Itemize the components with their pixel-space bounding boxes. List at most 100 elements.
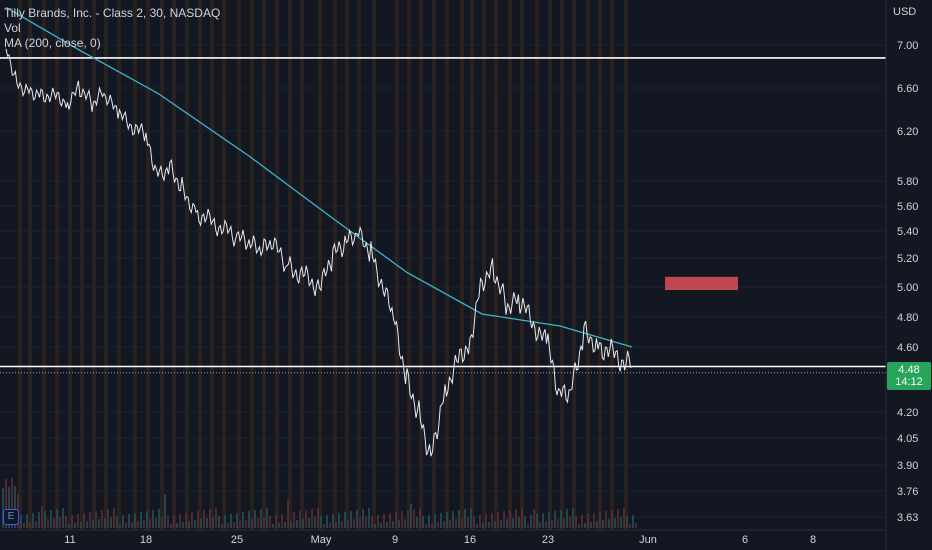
volume-bar [356, 510, 358, 528]
bar-countdown: 14:12 [895, 376, 923, 388]
volume-bar [308, 518, 310, 528]
volume-bar [383, 514, 385, 528]
volume-bar [323, 524, 325, 528]
volume-bar [497, 512, 499, 528]
y-axis[interactable]: 7.00 6.60 6.20 5.80 5.60 5.40 5.20 5.00 4.80 4.60… [885, 0, 918, 550]
chart-legend[interactable]: Tilly Brands, Inc. - Class 2, 30, NASDAQ… [4, 6, 220, 51]
session-band [185, 0, 189, 530]
ma-line [5, 6, 633, 348]
session-band [318, 0, 322, 530]
currency-label: USD [893, 6, 916, 18]
volume-bar [197, 511, 199, 528]
volume-bar [149, 519, 151, 528]
volume-bar [326, 515, 328, 528]
volume-bar [188, 521, 190, 528]
session-band [610, 0, 614, 530]
x-tick-label: May [311, 534, 332, 546]
volume-bar [173, 515, 175, 528]
session-band [80, 0, 84, 530]
volume-bar [152, 510, 154, 528]
volume-bar [26, 514, 28, 528]
volume-bar [167, 516, 169, 528]
volume-bar [122, 515, 124, 528]
volume-bar [449, 520, 451, 528]
volume-bar [533, 509, 535, 528]
session-band [288, 0, 292, 530]
volume-bar [146, 511, 148, 528]
volume-bar [398, 520, 400, 528]
volume-bar [53, 518, 55, 528]
session-band [172, 0, 176, 530]
session-band [210, 0, 214, 530]
volume-bar [269, 516, 271, 528]
volume-bar [635, 523, 637, 528]
volume-bar [20, 515, 22, 528]
volume-bar [515, 509, 517, 528]
volume-bar [569, 517, 571, 528]
volume-bar [41, 506, 43, 528]
volume-bar [473, 516, 475, 528]
volume-bar [134, 513, 136, 528]
volume-bar [131, 522, 133, 528]
y-tick-label: 3.90 [897, 460, 918, 472]
session-band [68, 0, 72, 530]
volume-bar [452, 511, 454, 528]
volume-bar [176, 523, 178, 528]
horizontal-lines[interactable] [0, 57, 886, 374]
volume-bar [530, 515, 532, 528]
volume-bar [107, 509, 109, 528]
volume-bar [494, 521, 496, 528]
volume-bar [377, 515, 379, 528]
x-tick-label: 16 [464, 534, 476, 546]
volume-bar [287, 499, 289, 528]
session-band [250, 0, 254, 530]
volume-bar [161, 517, 163, 528]
volume-bar [479, 515, 481, 528]
volume-bar [605, 511, 607, 528]
session-band [160, 0, 164, 530]
y-tick-label: 3.76 [897, 486, 918, 498]
volume-bar [272, 524, 274, 528]
volume-bar [29, 522, 31, 528]
volume-bar [359, 518, 361, 528]
volume-bar [344, 512, 346, 528]
volume-bar [155, 518, 157, 528]
volume-bar [62, 508, 64, 528]
volume-bar [590, 522, 592, 528]
volume-bar [380, 523, 382, 528]
volume-bar [395, 512, 397, 528]
volume-bar [35, 521, 37, 528]
x-tick-label: 9 [392, 534, 398, 546]
x-tick-label: 18 [140, 534, 152, 546]
price-line [5, 48, 633, 457]
marker-rectangle[interactable] [665, 276, 738, 290]
session-band [470, 0, 474, 530]
x-axis[interactable]: 11 18 25 May 9 16 23 Jun 6 8 [0, 529, 886, 546]
session-band [520, 0, 524, 530]
volume-bar [80, 522, 82, 528]
volume-bar [506, 519, 508, 528]
volume-bar [248, 511, 250, 528]
volume-bar [443, 521, 445, 528]
volume-bar [257, 518, 259, 528]
y-tick-label: 5.60 [897, 201, 918, 213]
volume-bar [527, 524, 529, 528]
volume-bar [209, 509, 211, 528]
volume-bar [413, 509, 415, 528]
session-band [624, 0, 628, 530]
volume-bar [266, 508, 268, 528]
y-tick-label: 5.40 [897, 226, 918, 238]
volume-bar [56, 509, 58, 528]
volume-bar [482, 523, 484, 528]
volume-bar [470, 508, 472, 528]
volume-bar [371, 516, 373, 528]
volume-bar [521, 508, 523, 528]
volume-bar [491, 513, 493, 528]
x-tick-label: 25 [231, 534, 243, 546]
volume-bar [71, 515, 73, 528]
earnings-badge[interactable]: E [3, 509, 19, 525]
volume-bar [464, 509, 466, 528]
session-band [372, 0, 376, 530]
session-band [262, 0, 266, 530]
